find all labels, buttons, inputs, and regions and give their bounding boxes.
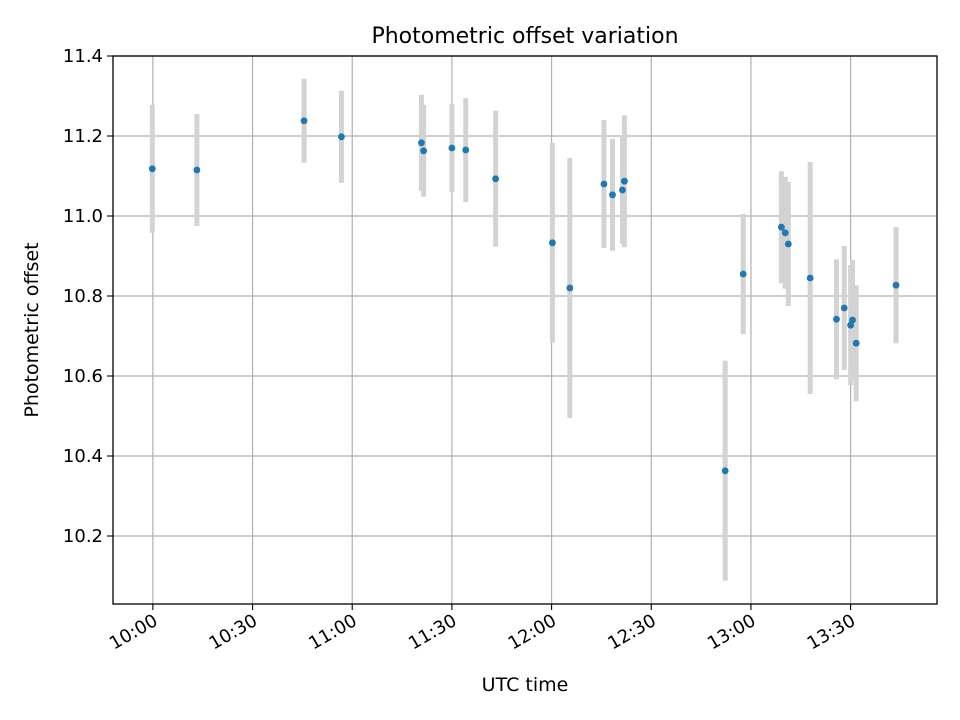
x-tick-label: 11:00	[305, 610, 360, 654]
y-axis-label: Photometric offset	[21, 242, 43, 417]
data-point	[600, 180, 608, 188]
data-point	[420, 147, 428, 155]
data-point	[833, 315, 840, 323]
x-tick-label: 12:00	[505, 610, 560, 654]
data-point	[462, 146, 470, 154]
data-point	[619, 186, 626, 194]
y-tick-label: 11.2	[63, 126, 103, 147]
data-point	[781, 229, 789, 237]
y-tick-label: 10.4	[63, 446, 103, 467]
data-point	[806, 274, 814, 282]
x-tick-label: 13:30	[804, 610, 859, 654]
data-point	[847, 321, 855, 329]
data-point	[609, 191, 616, 199]
data-point	[338, 133, 345, 141]
plot-frame	[112, 55, 938, 605]
data-point	[721, 467, 729, 475]
x-tick-label: 13:00	[704, 610, 759, 654]
y-tick-label: 11.4	[63, 46, 103, 67]
data-point	[892, 281, 900, 289]
x-tick-label: 10:30	[206, 610, 261, 654]
data-point	[739, 270, 747, 278]
data-point	[300, 117, 308, 125]
grid-lines	[113, 55, 937, 604]
data-point	[418, 139, 425, 147]
chart-title: Photometric offset variation	[371, 24, 678, 49]
data-points	[148, 117, 900, 475]
data-point	[621, 177, 628, 185]
y-tick-label: 10.2	[63, 526, 103, 547]
data-point	[852, 339, 860, 347]
data-point	[193, 166, 201, 174]
data-point	[784, 240, 792, 248]
x-axis-ticks: 10:00 10:30 11:00 11:30 12:00 12:30 13:00 13:30	[106, 604, 859, 654]
data-point	[448, 144, 456, 152]
y-axis-ticks: 10.2 10.4 10.6 10.8 11.0 11.2 11.4	[63, 46, 113, 547]
data-point	[777, 223, 785, 231]
error-bars	[149, 78, 899, 581]
x-tick-label: 12:30	[604, 610, 659, 654]
data-point	[849, 316, 856, 324]
data-point	[566, 284, 574, 292]
data-point	[492, 175, 500, 183]
data-point	[840, 304, 848, 312]
data-point	[549, 239, 556, 247]
x-axis-label: UTC time	[482, 674, 569, 696]
data-point	[148, 165, 156, 173]
y-tick-label: 11.0	[63, 206, 103, 227]
x-tick-label: 10:00	[106, 610, 161, 654]
y-tick-label: 10.6	[63, 366, 103, 387]
x-tick-label: 11:30	[405, 610, 460, 654]
y-tick-label: 10.8	[63, 286, 103, 307]
